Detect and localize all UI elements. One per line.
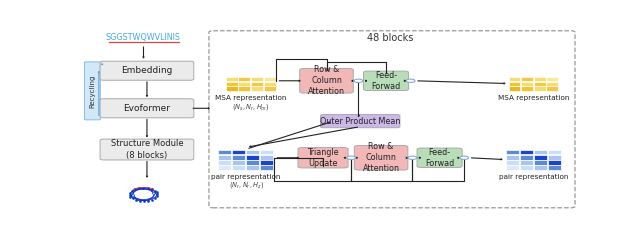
Bar — [534, 155, 547, 160]
Bar — [534, 86, 546, 90]
FancyBboxPatch shape — [100, 61, 194, 80]
Text: Feed-
Forwad: Feed- Forwad — [425, 148, 454, 168]
FancyBboxPatch shape — [417, 148, 462, 168]
Bar — [232, 165, 245, 170]
FancyBboxPatch shape — [298, 148, 348, 168]
Bar — [218, 155, 231, 160]
Bar — [251, 77, 263, 81]
Bar — [521, 77, 533, 81]
Circle shape — [406, 79, 415, 82]
Bar — [506, 165, 518, 170]
Bar — [246, 155, 259, 160]
Bar — [251, 82, 263, 86]
FancyBboxPatch shape — [321, 114, 400, 128]
Bar — [264, 82, 276, 86]
Text: Structure Module
(8 blocks): Structure Module (8 blocks) — [111, 139, 183, 159]
Text: Triangle
Update: Triangle Update — [307, 148, 339, 168]
Bar — [509, 86, 520, 90]
Circle shape — [354, 79, 363, 82]
Text: Recycling: Recycling — [90, 74, 95, 108]
Bar — [218, 149, 231, 154]
Bar — [521, 82, 533, 86]
Bar — [534, 165, 547, 170]
Bar — [232, 155, 245, 160]
Bar — [226, 82, 237, 86]
Bar — [260, 165, 273, 170]
Bar — [548, 149, 561, 154]
Bar — [264, 86, 276, 90]
Bar — [246, 165, 259, 170]
Circle shape — [347, 156, 356, 159]
Text: Feed-
Forwad: Feed- Forwad — [371, 71, 401, 91]
Bar — [548, 165, 561, 170]
FancyBboxPatch shape — [355, 145, 408, 170]
Bar — [246, 149, 259, 154]
Bar — [260, 149, 273, 154]
Bar — [548, 155, 561, 160]
Bar — [232, 149, 245, 154]
Bar — [218, 165, 231, 170]
Bar — [239, 77, 250, 81]
Text: MSA representation: MSA representation — [498, 95, 570, 101]
Bar — [520, 155, 533, 160]
Bar — [521, 86, 533, 90]
Bar — [506, 149, 518, 154]
Bar — [260, 160, 273, 165]
Bar — [548, 160, 561, 165]
Text: Evoformer: Evoformer — [124, 104, 170, 113]
Bar — [520, 149, 533, 154]
Bar — [226, 77, 237, 81]
Bar — [534, 77, 546, 81]
Bar — [260, 155, 273, 160]
Text: Row &
Column
Attention: Row & Column Attention — [308, 65, 345, 96]
Bar — [226, 86, 237, 90]
Bar — [239, 82, 250, 86]
Bar — [246, 160, 259, 165]
FancyBboxPatch shape — [84, 62, 100, 120]
Text: Embedding: Embedding — [121, 66, 173, 75]
FancyBboxPatch shape — [364, 71, 408, 90]
Circle shape — [408, 156, 417, 159]
Bar — [218, 160, 231, 165]
Bar — [506, 160, 518, 165]
Text: pair representation: pair representation — [499, 174, 568, 180]
Bar — [506, 155, 518, 160]
Bar — [264, 77, 276, 81]
Bar — [520, 160, 533, 165]
Bar — [547, 86, 558, 90]
Bar — [509, 82, 520, 86]
Text: 48 blocks: 48 blocks — [367, 33, 413, 43]
Text: pair representation: pair representation — [211, 174, 281, 180]
Text: SGGSTWQWVLINIS: SGGSTWQWVLINIS — [106, 33, 181, 42]
FancyBboxPatch shape — [300, 69, 353, 93]
Bar — [547, 82, 558, 86]
Bar — [534, 160, 547, 165]
Text: $(N_s, N_r, H_m)$: $(N_s, N_r, H_m)$ — [232, 102, 270, 112]
Bar — [251, 86, 263, 90]
Bar — [232, 160, 245, 165]
FancyBboxPatch shape — [100, 139, 194, 160]
Bar — [534, 149, 547, 154]
Text: MSA representation: MSA representation — [216, 95, 287, 101]
Circle shape — [460, 156, 468, 159]
Text: Row &
Column
Attention: Row & Column Attention — [363, 142, 399, 173]
Bar — [239, 86, 250, 90]
Bar — [520, 165, 533, 170]
Bar — [547, 77, 558, 81]
Bar — [534, 82, 546, 86]
FancyBboxPatch shape — [100, 99, 194, 118]
Bar — [509, 77, 520, 81]
Text: Outer Product Mean: Outer Product Mean — [320, 117, 401, 126]
Text: $(N_r, N_r, H_z)$: $(N_r, N_r, H_z)$ — [228, 180, 264, 190]
